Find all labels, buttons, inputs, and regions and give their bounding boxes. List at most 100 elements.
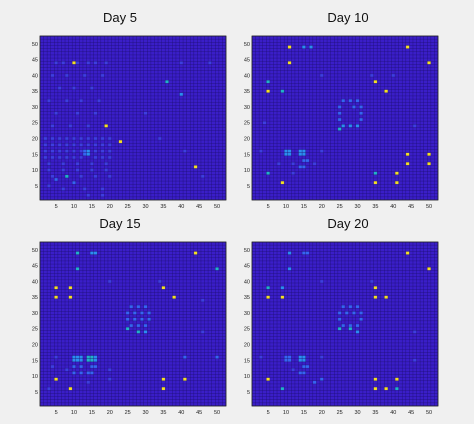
heatmap-cell	[341, 305, 345, 309]
heatmap-cell	[107, 143, 112, 147]
x-tick-label: 30	[354, 204, 360, 210]
heatmap-cell	[373, 181, 378, 185]
heatmap-cell	[72, 358, 76, 362]
heatmap-cell	[259, 355, 263, 359]
x-tick-label: 25	[125, 410, 131, 416]
heatmap-cell	[79, 143, 83, 147]
x-tick-label: 40	[390, 204, 396, 210]
heatmap-cell	[86, 380, 91, 384]
heatmap-cell	[68, 295, 73, 299]
heatmap-cell	[50, 365, 55, 369]
heatmap-cell	[337, 127, 342, 131]
heatmap-cell	[50, 149, 55, 153]
x-tick-label: 20	[107, 204, 113, 210]
heatmap-cell	[86, 143, 91, 147]
heatmap-cell	[47, 387, 51, 391]
heatmap-cell	[280, 286, 285, 290]
heatmap-cell	[75, 267, 80, 271]
heatmap-cell	[79, 358, 83, 362]
y-tick-label: 5	[247, 390, 250, 396]
heatmap-cell	[129, 305, 133, 309]
heatmap-cell	[287, 152, 292, 156]
heatmap-cell	[72, 86, 76, 90]
heatmap-cell	[280, 181, 285, 185]
heatmap-cell	[86, 61, 91, 65]
x-tick-label: 30	[354, 410, 360, 416]
x-tick-label: 25	[337, 410, 343, 416]
heatmap-cell	[370, 73, 374, 77]
heatmap-cell	[395, 377, 399, 381]
heatmap-cell	[43, 155, 48, 159]
heatmap-cell	[427, 152, 431, 156]
heatmap-cell	[93, 136, 98, 141]
heatmap-cell	[82, 187, 87, 191]
heatmap-cell	[50, 174, 55, 178]
heatmap-cell	[302, 365, 306, 369]
heatmap-cell	[50, 124, 55, 128]
heatmap-cell	[305, 159, 310, 163]
heatmap-cell	[405, 251, 410, 255]
heatmap-cell	[104, 61, 108, 65]
heatmap-cell	[284, 152, 288, 156]
y-tick-label: 30	[244, 311, 250, 317]
heatmap-cell	[384, 295, 388, 299]
heatmap-cell	[215, 355, 219, 359]
heatmap-cell	[352, 311, 356, 315]
x-tick-label: 10	[283, 410, 289, 416]
panel-day-15: Day 15 5 10 15 20 25 30 35 40 45 50 5 10 15 20 25 30 35 4…	[10, 216, 230, 421]
heatmap-cell	[75, 251, 80, 255]
heatmap-cell	[161, 387, 166, 391]
x-tick-label: 45	[196, 204, 202, 210]
heatmap-cell	[355, 305, 360, 309]
heatmap-cell	[75, 162, 80, 166]
plot-frame	[39, 241, 227, 407]
x-tick-label: 10	[283, 204, 289, 210]
y-tick-label: 30	[244, 105, 250, 111]
heatmap-cell	[309, 45, 313, 49]
heatmap-cell	[79, 99, 83, 103]
heatmap-cell	[100, 149, 105, 153]
heatmap-cell	[312, 162, 317, 166]
heatmap-cell	[125, 317, 130, 321]
heatmap-cell	[133, 317, 137, 321]
y-tick-label: 30	[32, 311, 38, 317]
heatmap-cell	[337, 111, 342, 115]
heatmap-cell	[43, 143, 48, 147]
y-tick-label: 20	[32, 343, 38, 349]
heatmap-cell	[65, 136, 69, 141]
heatmap-cell	[298, 149, 303, 153]
heatmap-cell	[65, 99, 69, 103]
heatmap-cell	[284, 149, 288, 153]
y-tick-label: 35	[32, 295, 38, 301]
chart-title: Day 15	[99, 216, 141, 231]
heatmap-cell	[90, 86, 94, 90]
x-tick-label: 20	[319, 410, 325, 416]
heatmap-cell	[75, 358, 80, 362]
heatmap-cell	[183, 377, 187, 381]
x-tick-label: 5	[267, 204, 270, 210]
heatmap-cell	[384, 89, 388, 93]
heatmap-cell	[47, 99, 51, 103]
heatmap-cell	[65, 368, 69, 372]
heatmap-cell	[395, 181, 399, 185]
heatmap-cell	[359, 105, 363, 109]
heatmap-cell	[161, 286, 166, 290]
heatmap-cell	[348, 124, 353, 128]
y-tick-label: 25	[244, 121, 250, 127]
x-tick-label: 20	[319, 204, 325, 210]
heatmap-cell	[107, 149, 112, 153]
y-tick-label: 15	[32, 358, 38, 364]
heatmap-cell	[125, 327, 130, 331]
heatmap-cell	[319, 73, 324, 77]
heatmap-cell	[298, 358, 303, 362]
heatmap-cell	[341, 324, 345, 328]
y-tick-label: 15	[32, 152, 38, 158]
heatmap-cell	[93, 251, 98, 255]
heatmap-cell	[287, 358, 292, 362]
heatmap-day-10: 5 10 15 20 25 30 35 40 45 50 5 10 15 20 25 30 35 40 45 50	[244, 35, 439, 210]
heatmap-day-15: 5 10 15 20 25 30 35 40 45 50 5 10 15 20 25 30 35 40 45 50	[32, 241, 227, 416]
heatmap-cell	[193, 165, 198, 169]
heatmap-cell	[200, 330, 205, 334]
heatmap-cell	[355, 124, 360, 128]
y-tick-label: 50	[244, 248, 250, 254]
